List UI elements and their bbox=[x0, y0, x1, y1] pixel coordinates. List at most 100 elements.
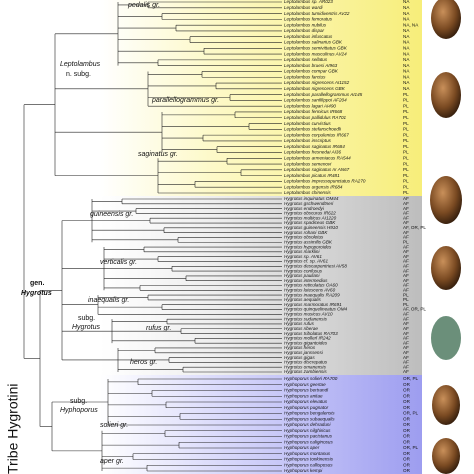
region-code: PL bbox=[403, 302, 409, 307]
species-name: Hygrotus heros bbox=[284, 345, 316, 350]
region-code: PL bbox=[403, 121, 409, 126]
region-code: AF bbox=[403, 364, 409, 369]
region-code: AF bbox=[403, 336, 409, 341]
region-code: OR, PL bbox=[403, 411, 419, 416]
species-name: Leptolambus impressopunctatus RA270 bbox=[284, 179, 366, 184]
species-name: Leptolambus pallidulus RA701 bbox=[284, 115, 347, 120]
species-name: Hygrotus marmoratus IR691 bbox=[284, 302, 342, 307]
species-name: Leptolambus compar GBK bbox=[284, 69, 339, 74]
species-name: Hygrotus riberae bbox=[284, 326, 318, 331]
species-name: Hyphoporus elevatus bbox=[284, 399, 328, 404]
rank-label: n. subg. bbox=[66, 71, 91, 78]
species-name: Leptolambus lagari AI490 bbox=[284, 103, 336, 108]
species-name: Leptolambus sellatus bbox=[284, 57, 328, 62]
region-code: AF bbox=[403, 369, 409, 374]
region-code: NA bbox=[403, 11, 410, 16]
region-code: AF bbox=[403, 312, 409, 317]
region-code: OR, PL bbox=[403, 445, 419, 450]
region-code: NA bbox=[403, 34, 410, 39]
group-label: saginatus gr. bbox=[138, 151, 178, 158]
beetle-photo bbox=[431, 246, 461, 290]
region-code: AF bbox=[403, 215, 409, 220]
leptolambus-band bbox=[100, 0, 422, 196]
species-name: Hygrotus aequalis bbox=[284, 297, 321, 302]
beetle-photo bbox=[431, 0, 461, 39]
species-name: Leptolambus semenovi bbox=[284, 161, 332, 166]
species-name: Hygrotus rohani GBK bbox=[284, 230, 328, 235]
region-code: PL bbox=[403, 150, 409, 155]
beetle-photo bbox=[432, 438, 460, 474]
region-code: NA bbox=[403, 86, 410, 91]
beetle-photos bbox=[430, 0, 462, 474]
species-name: Hygrotus obsoletus bbox=[284, 235, 324, 240]
region-code: OR, PL bbox=[403, 376, 419, 381]
region-code: AF bbox=[403, 273, 409, 278]
species-name: Hyphoporus pacistanus bbox=[284, 434, 333, 439]
region-code: NA bbox=[403, 63, 410, 68]
species-name: Hygrotus janssensi bbox=[284, 350, 324, 355]
species-name: Hygrotus spadiceus GBK bbox=[284, 220, 336, 225]
species-name: Hygrotus marklini bbox=[284, 249, 320, 254]
region-code: AF bbox=[403, 220, 409, 225]
group-label: verticalis gr. bbox=[100, 259, 137, 266]
region-code: OR bbox=[403, 468, 411, 473]
species-name: Hygrotus gigas bbox=[284, 355, 315, 360]
group-label: heros gr. bbox=[130, 359, 157, 366]
tree bbox=[23, 1, 282, 472]
region-code: PL bbox=[403, 161, 409, 166]
species-name: Leptolambus sp. AR023 bbox=[284, 0, 333, 4]
species-name: Hygrotus discrepatus bbox=[284, 360, 328, 365]
region-code: AF bbox=[403, 283, 409, 288]
region-code: AF bbox=[403, 326, 409, 331]
region-code: PL bbox=[403, 92, 409, 97]
species-name: Leptolambus picatus IR481 bbox=[284, 173, 340, 178]
species-name: Hygrotus gschwendtneri bbox=[284, 201, 334, 206]
region-code: PL bbox=[403, 167, 409, 172]
region-code: PL bbox=[403, 239, 409, 244]
region-code: AF bbox=[403, 288, 409, 293]
region-code: AF bbox=[403, 211, 409, 216]
subgenus-label: Leptolambus bbox=[60, 61, 101, 68]
species-name: Hygrotus inquinatus OM44 bbox=[284, 196, 339, 201]
species-name: Leptolambus corpulentus IR667 bbox=[284, 132, 349, 137]
region-code: AF bbox=[403, 331, 409, 336]
region-code: OR bbox=[403, 388, 411, 393]
region-code: NA bbox=[403, 40, 410, 45]
species-name: Leptolambus infuscatus bbox=[284, 34, 333, 39]
region-code: NA bbox=[403, 5, 410, 10]
species-name: Hyphoporus montanus bbox=[284, 451, 331, 456]
species-name: Leptolambus armeniacus RA544 bbox=[284, 155, 351, 160]
species-name: Leptolambus sanfilippoi AF204 bbox=[284, 98, 347, 103]
species-name: Hygrotus gigantoides bbox=[284, 340, 328, 345]
region-code: AF, OR, PL bbox=[403, 307, 426, 312]
species-name: Hygrotus multicus AI1220 bbox=[284, 215, 337, 220]
region-code: AF bbox=[403, 230, 409, 235]
beetle-photo bbox=[430, 176, 462, 224]
species-name: Hygrotus hypoporoides bbox=[284, 244, 332, 249]
region-code: PL bbox=[403, 109, 409, 114]
species-name: Leptolambus stefanschoedli bbox=[284, 127, 342, 132]
species-name: Hygrotus omanensis bbox=[284, 364, 327, 369]
region-code: OR bbox=[403, 416, 411, 421]
species-name: Hygrotus guineensis H910 bbox=[284, 225, 338, 230]
region-code: PL bbox=[403, 173, 409, 178]
species-name: Hyphoporus callisposus bbox=[284, 462, 333, 467]
species-name: Leptolambus femoratus bbox=[284, 17, 333, 22]
tribe-label: Tribe Hygrotini bbox=[5, 383, 21, 474]
species-name: Leptolambus wardi bbox=[284, 5, 324, 10]
rank-label: subg. bbox=[78, 315, 95, 322]
region-code: NA bbox=[403, 74, 410, 79]
region-code: PL bbox=[403, 190, 409, 195]
species-name: Hygrotus confusus bbox=[284, 268, 323, 273]
rank-label: gen. bbox=[30, 280, 44, 287]
beetle-photo bbox=[432, 385, 460, 425]
species-name: Hyphoporus aper bbox=[284, 445, 320, 450]
species-name: Leptolambus nigrescens GBK bbox=[284, 86, 346, 91]
region-code: PL bbox=[403, 132, 409, 137]
species-name: Leptolambus farctus bbox=[284, 74, 326, 79]
species-name: Leptolambus tumidiventris AV22 bbox=[284, 11, 350, 16]
region-code: OR bbox=[403, 399, 411, 404]
group-label: guineensis gr. bbox=[90, 211, 133, 218]
group-label: solieri gr. bbox=[100, 422, 128, 429]
